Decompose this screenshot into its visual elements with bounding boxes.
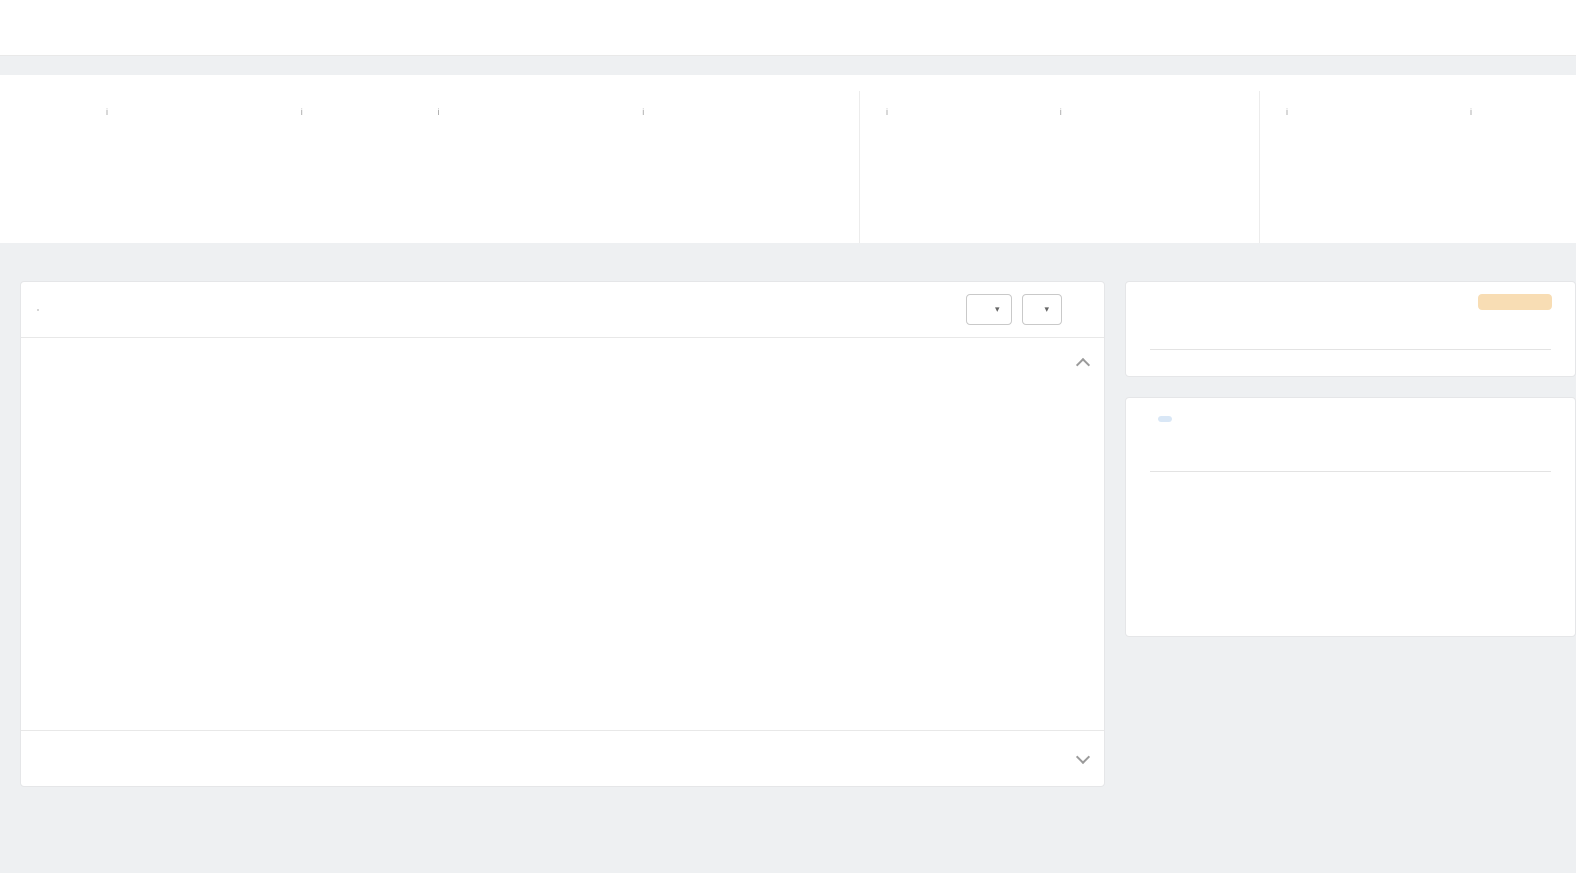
chart-canvas[interactable] bbox=[39, 420, 1094, 722]
info-icon: i bbox=[642, 107, 645, 117]
paid-cost-line bbox=[1468, 142, 1576, 157]
backlinks-block: i bbox=[436, 107, 641, 189]
collapse-chevron-up-icon[interactable] bbox=[1075, 357, 1091, 373]
dr-donut bbox=[36, 107, 90, 161]
overview-card: i i bbox=[0, 75, 1576, 243]
ref-domains-alltime bbox=[640, 142, 839, 157]
ar-line bbox=[36, 173, 231, 189]
organic-locations-badge[interactable] bbox=[1478, 294, 1552, 310]
intent-table-header bbox=[1150, 430, 1551, 472]
date-range-button[interactable]: ▾ bbox=[965, 294, 1013, 325]
expand-chevron-down-icon[interactable] bbox=[1075, 749, 1091, 764]
metrics-segmented-control bbox=[37, 308, 39, 311]
backlinks-alltime bbox=[436, 142, 641, 157]
ref-domains-block: i bbox=[640, 107, 839, 189]
organic-keywords-block: i bbox=[884, 107, 1058, 157]
backlink-profile-section: i i bbox=[36, 91, 859, 243]
location-table-header bbox=[1150, 310, 1551, 350]
chevron-down-icon: ▾ bbox=[1044, 304, 1049, 314]
organic-traffic-chart bbox=[39, 406, 1094, 722]
dr-block: i bbox=[36, 107, 231, 189]
performance-card: ▾ ▾ bbox=[20, 281, 1105, 787]
ur-block: i bbox=[231, 107, 436, 189]
organic-top3-line bbox=[884, 142, 1058, 157]
ur-donut bbox=[231, 107, 285, 161]
traffic-by-location-card bbox=[1125, 281, 1576, 377]
paid-traffic-block: i bbox=[1468, 107, 1576, 157]
top-filter-bar bbox=[0, 0, 1576, 56]
info-icon: i bbox=[1059, 107, 1062, 117]
chevron-down-icon: ▾ bbox=[994, 304, 1000, 314]
info-icon: i bbox=[300, 107, 303, 117]
granularity-button[interactable]: ▾ bbox=[1022, 294, 1062, 325]
beta-badge bbox=[1158, 416, 1172, 422]
keywords-by-intent-card bbox=[1125, 397, 1576, 637]
info-icon: i bbox=[1470, 107, 1472, 117]
organic-value-line bbox=[1058, 142, 1239, 157]
paid-search-section: i i bbox=[1259, 91, 1576, 243]
paid-ads-line bbox=[1284, 142, 1468, 157]
organic-search-section: i i bbox=[859, 91, 1259, 243]
info-icon: i bbox=[437, 107, 440, 117]
organic-traffic-block: i bbox=[1058, 107, 1239, 157]
info-icon: i bbox=[886, 107, 888, 117]
info-icon: i bbox=[106, 107, 108, 117]
info-icon: i bbox=[1286, 107, 1288, 117]
paid-keywords-block: i bbox=[1284, 107, 1468, 157]
chart-toolbar: ▾ ▾ bbox=[21, 282, 1104, 338]
